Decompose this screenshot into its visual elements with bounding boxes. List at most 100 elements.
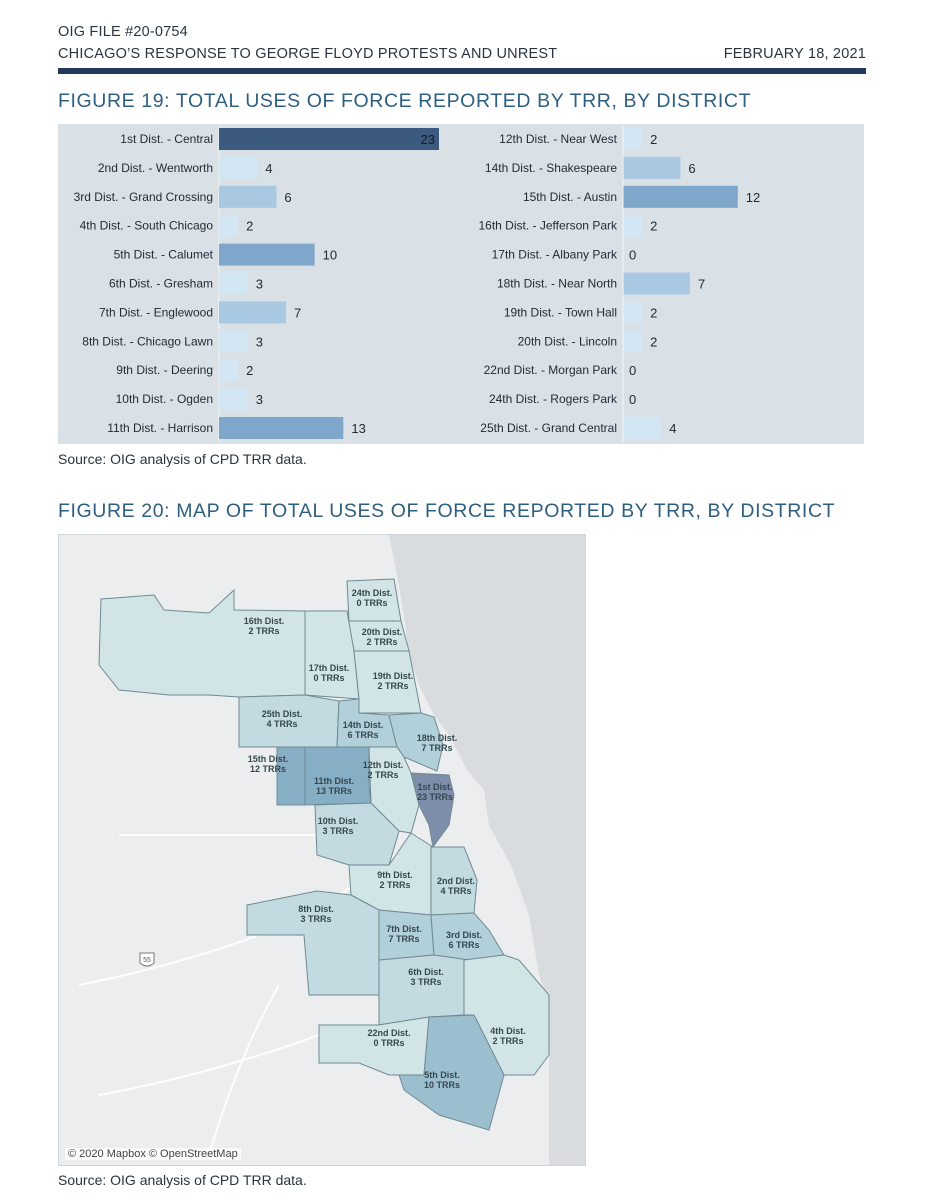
svg-text:4th Dist.2 TRRs: 4th Dist. 2 TRRs (490, 1026, 526, 1046)
bar-category-label: 12th Dist. - Near West (499, 132, 617, 146)
figure-20-title: FIGURE 20: MAP OF TOTAL USES OF FORCE RE… (58, 500, 836, 522)
report-date: FEBRUARY 18, 2021 (723, 46, 866, 62)
header-rule (58, 68, 866, 74)
bar-value-label: 2 (650, 305, 657, 320)
bar-category-label: 15th Dist. - Austin (523, 190, 617, 204)
map-canvas: 24th Dist. 0 TRRs 16th Dist. 2 TRRs 20th D… (78, 535, 585, 1165)
district-area (304, 746, 372, 806)
bar (623, 272, 690, 295)
district-area (410, 772, 455, 849)
bar-value-label: 0 (629, 363, 636, 378)
bar-value-label: 23 (421, 132, 435, 147)
district-label-line2: 4 TRRs (266, 719, 297, 729)
map-attribution: © 2020 Mapbox © OpenStreetMap (65, 1148, 241, 1160)
bar-value-label: 2 (650, 132, 657, 147)
district-label-line1: 24th Dist. (352, 588, 393, 598)
bar-value-label: 12 (746, 190, 760, 205)
district-label-line1: 4th Dist. (490, 1026, 526, 1036)
district-label-line2: 7 TRRs (421, 743, 452, 753)
figure-19-title: FIGURE 19: TOTAL USES OF FORCE REPORTED … (58, 90, 752, 112)
lake-michigan (389, 535, 585, 1165)
svg-text:10th Dist.3 TRRs: 10th Dist. 3 TRRs (318, 816, 359, 836)
district-label-line2: 3 TRRs (322, 826, 353, 836)
district-label-line2: 13 TRRs (316, 786, 352, 796)
svg-text:1st Dist.23 TRRs: 1st Dist. 23 TRRs (417, 782, 453, 802)
bar (219, 185, 277, 208)
bar-value-label: 6 (284, 190, 291, 205)
bar (623, 330, 643, 353)
district-label-line1: 6th Dist. (408, 967, 444, 977)
bar-value-label: 2 (246, 219, 253, 234)
bar-value-label: 7 (698, 277, 705, 292)
bar (219, 359, 239, 382)
district-label-line1: 12th Dist. (363, 760, 404, 770)
district-label-line1: 18th Dist. (417, 733, 458, 743)
district-label-line2: 6 TRRs (347, 730, 378, 740)
district-label-line1: 17th Dist. (309, 663, 350, 673)
svg-text:15th Dist.12 TRRs: 15th Dist. 12 TRRs (248, 754, 289, 774)
svg-text:19th Dist.2 TRRs: 19th Dist. 2 TRRs (373, 671, 414, 691)
bar-category-label: 6th Dist. - Gresham (109, 277, 213, 291)
district-label-line1: 25th Dist. (262, 709, 303, 719)
bar-value-label: 3 (256, 334, 263, 349)
district-area (98, 588, 306, 698)
district-label-line1: 8th Dist. (298, 904, 334, 914)
svg-text:20th Dist.2 TRRs: 20th Dist. 2 TRRs (362, 627, 403, 647)
district-label-line2: 0 TRRs (373, 1038, 404, 1048)
svg-text:8th Dist.3 TRRs: 8th Dist. 3 TRRs (298, 904, 334, 924)
svg-text:17th Dist.0 TRRs: 17th Dist. 0 TRRs (309, 663, 350, 683)
district-label-line2: 3 TRRs (300, 914, 331, 924)
figure-20-source: Source: OIG analysis of CPD TRR data. (58, 1172, 307, 1188)
bar-value-label: 3 (256, 392, 263, 407)
bar (219, 128, 439, 150)
svg-text:3rd Dist.6 TRRs: 3rd Dist. 6 TRRs (446, 930, 482, 950)
bar (219, 388, 248, 411)
bar-chart-panel: 1st Dist. - Central 23 2nd Dist. - Wentwor… (58, 124, 864, 444)
bar-value-label: 2 (650, 334, 657, 349)
bar-value-label: 2 (246, 363, 253, 378)
district-area (430, 846, 478, 916)
bar-category-label: 11th Dist. - Harrison (107, 421, 213, 435)
bar-category-label: 9th Dist. - Deering (116, 363, 213, 377)
bar-category-label: 7th Dist. - Englewood (99, 305, 213, 319)
svg-text:11th Dist.13 TRRs: 11th Dist. 13 TRRs (314, 776, 354, 796)
bar-value-label: 13 (351, 421, 365, 436)
bar-category-label: 14th Dist. - Shakespeare (485, 161, 617, 175)
district-area (378, 954, 470, 1026)
district-label-line2: 6 TRRs (448, 940, 479, 950)
bar (623, 301, 643, 324)
bar-category-label: 18th Dist. - Near North (497, 277, 617, 291)
svg-text:24th Dist.0 TRRs: 24th Dist. 0 TRRs (352, 588, 393, 608)
bar (623, 185, 738, 208)
highway-shield-icon: 55 (139, 952, 155, 967)
svg-text:2nd Dist.4 TRRs: 2nd Dist. 4 TRRs (437, 876, 475, 896)
svg-text:7th Dist.7 TRRs: 7th Dist. 7 TRRs (386, 924, 422, 944)
bar-value-label: 2 (650, 219, 657, 234)
bar-value-label: 0 (629, 248, 636, 263)
bar (219, 214, 239, 237)
bar-value-label: 4 (669, 421, 676, 436)
bar-value-label: 7 (294, 305, 301, 320)
bar-category-label: 2nd Dist. - Wentworth (98, 161, 213, 175)
bar-value-label: 4 (265, 161, 272, 176)
district-label-line2: 12 TRRs (250, 764, 286, 774)
district-label-line2: 23 TRRs (417, 792, 453, 802)
svg-text:12th Dist.2 TRRs: 12th Dist. 2 TRRs (363, 760, 404, 780)
district-label-line1: 11th Dist. (314, 776, 354, 786)
bar-category-label: 17th Dist. - Albany Park (492, 248, 618, 262)
district-label-line2: 7 TRRs (388, 934, 419, 944)
district-label-line1: 2nd Dist. (437, 876, 475, 886)
bar (623, 128, 643, 150)
figure-19-source: Source: OIG analysis of CPD TRR data. (58, 451, 307, 467)
district-label-line2: 4 TRRs (440, 886, 471, 896)
bar (623, 417, 662, 439)
svg-text:16th Dist.2 TRRs: 16th Dist. 2 TRRs (244, 616, 285, 636)
district-label-line1: 16th Dist. (244, 616, 285, 626)
bar-category-label: 1st Dist. - Central (120, 132, 213, 146)
bar (219, 243, 315, 266)
district-label-line2: 2 TRRs (492, 1036, 523, 1046)
district-label-line1: 7th Dist. (386, 924, 422, 934)
svg-text:22nd Dist.0 TRRs: 22nd Dist. 0 TRRs (367, 1028, 410, 1048)
bar-category-label: 16th Dist. - Jefferson Park (478, 219, 618, 233)
